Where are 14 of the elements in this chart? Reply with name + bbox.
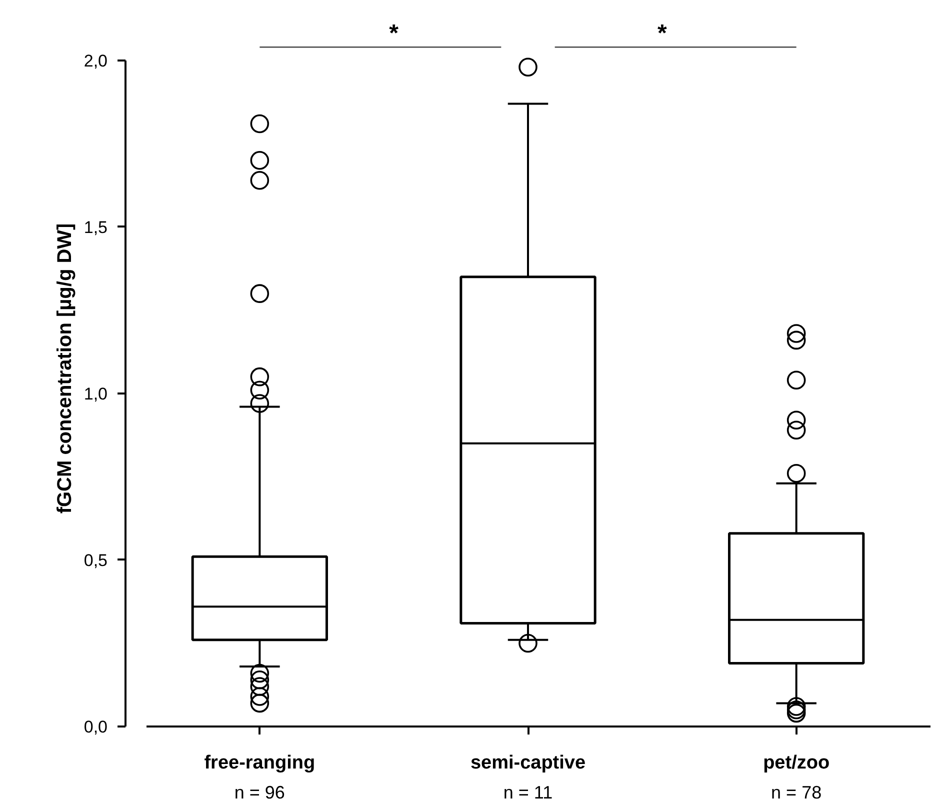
y-tick-label: 2,0 <box>84 51 108 70</box>
text: n = 11 <box>503 782 553 802</box>
x-tick-label: free-ranging <box>204 752 316 774</box>
x-tick-label: semi-captive <box>470 752 586 774</box>
y-tick-label: 0,0 <box>84 718 108 736</box>
text: n = 78 <box>771 782 822 802</box>
text: * <box>657 20 668 48</box>
text: * <box>389 20 400 48</box>
y-axis-title: fGCM concentration [µg/g DW] <box>54 223 76 514</box>
x-tick-label: pet/zoo <box>763 752 830 774</box>
text: n = 96 <box>234 782 285 802</box>
y-tick-label: 1,5 <box>84 218 108 237</box>
y-tick-label: 1,0 <box>84 384 108 404</box>
y-tick-label: 0,5 <box>84 550 108 570</box>
